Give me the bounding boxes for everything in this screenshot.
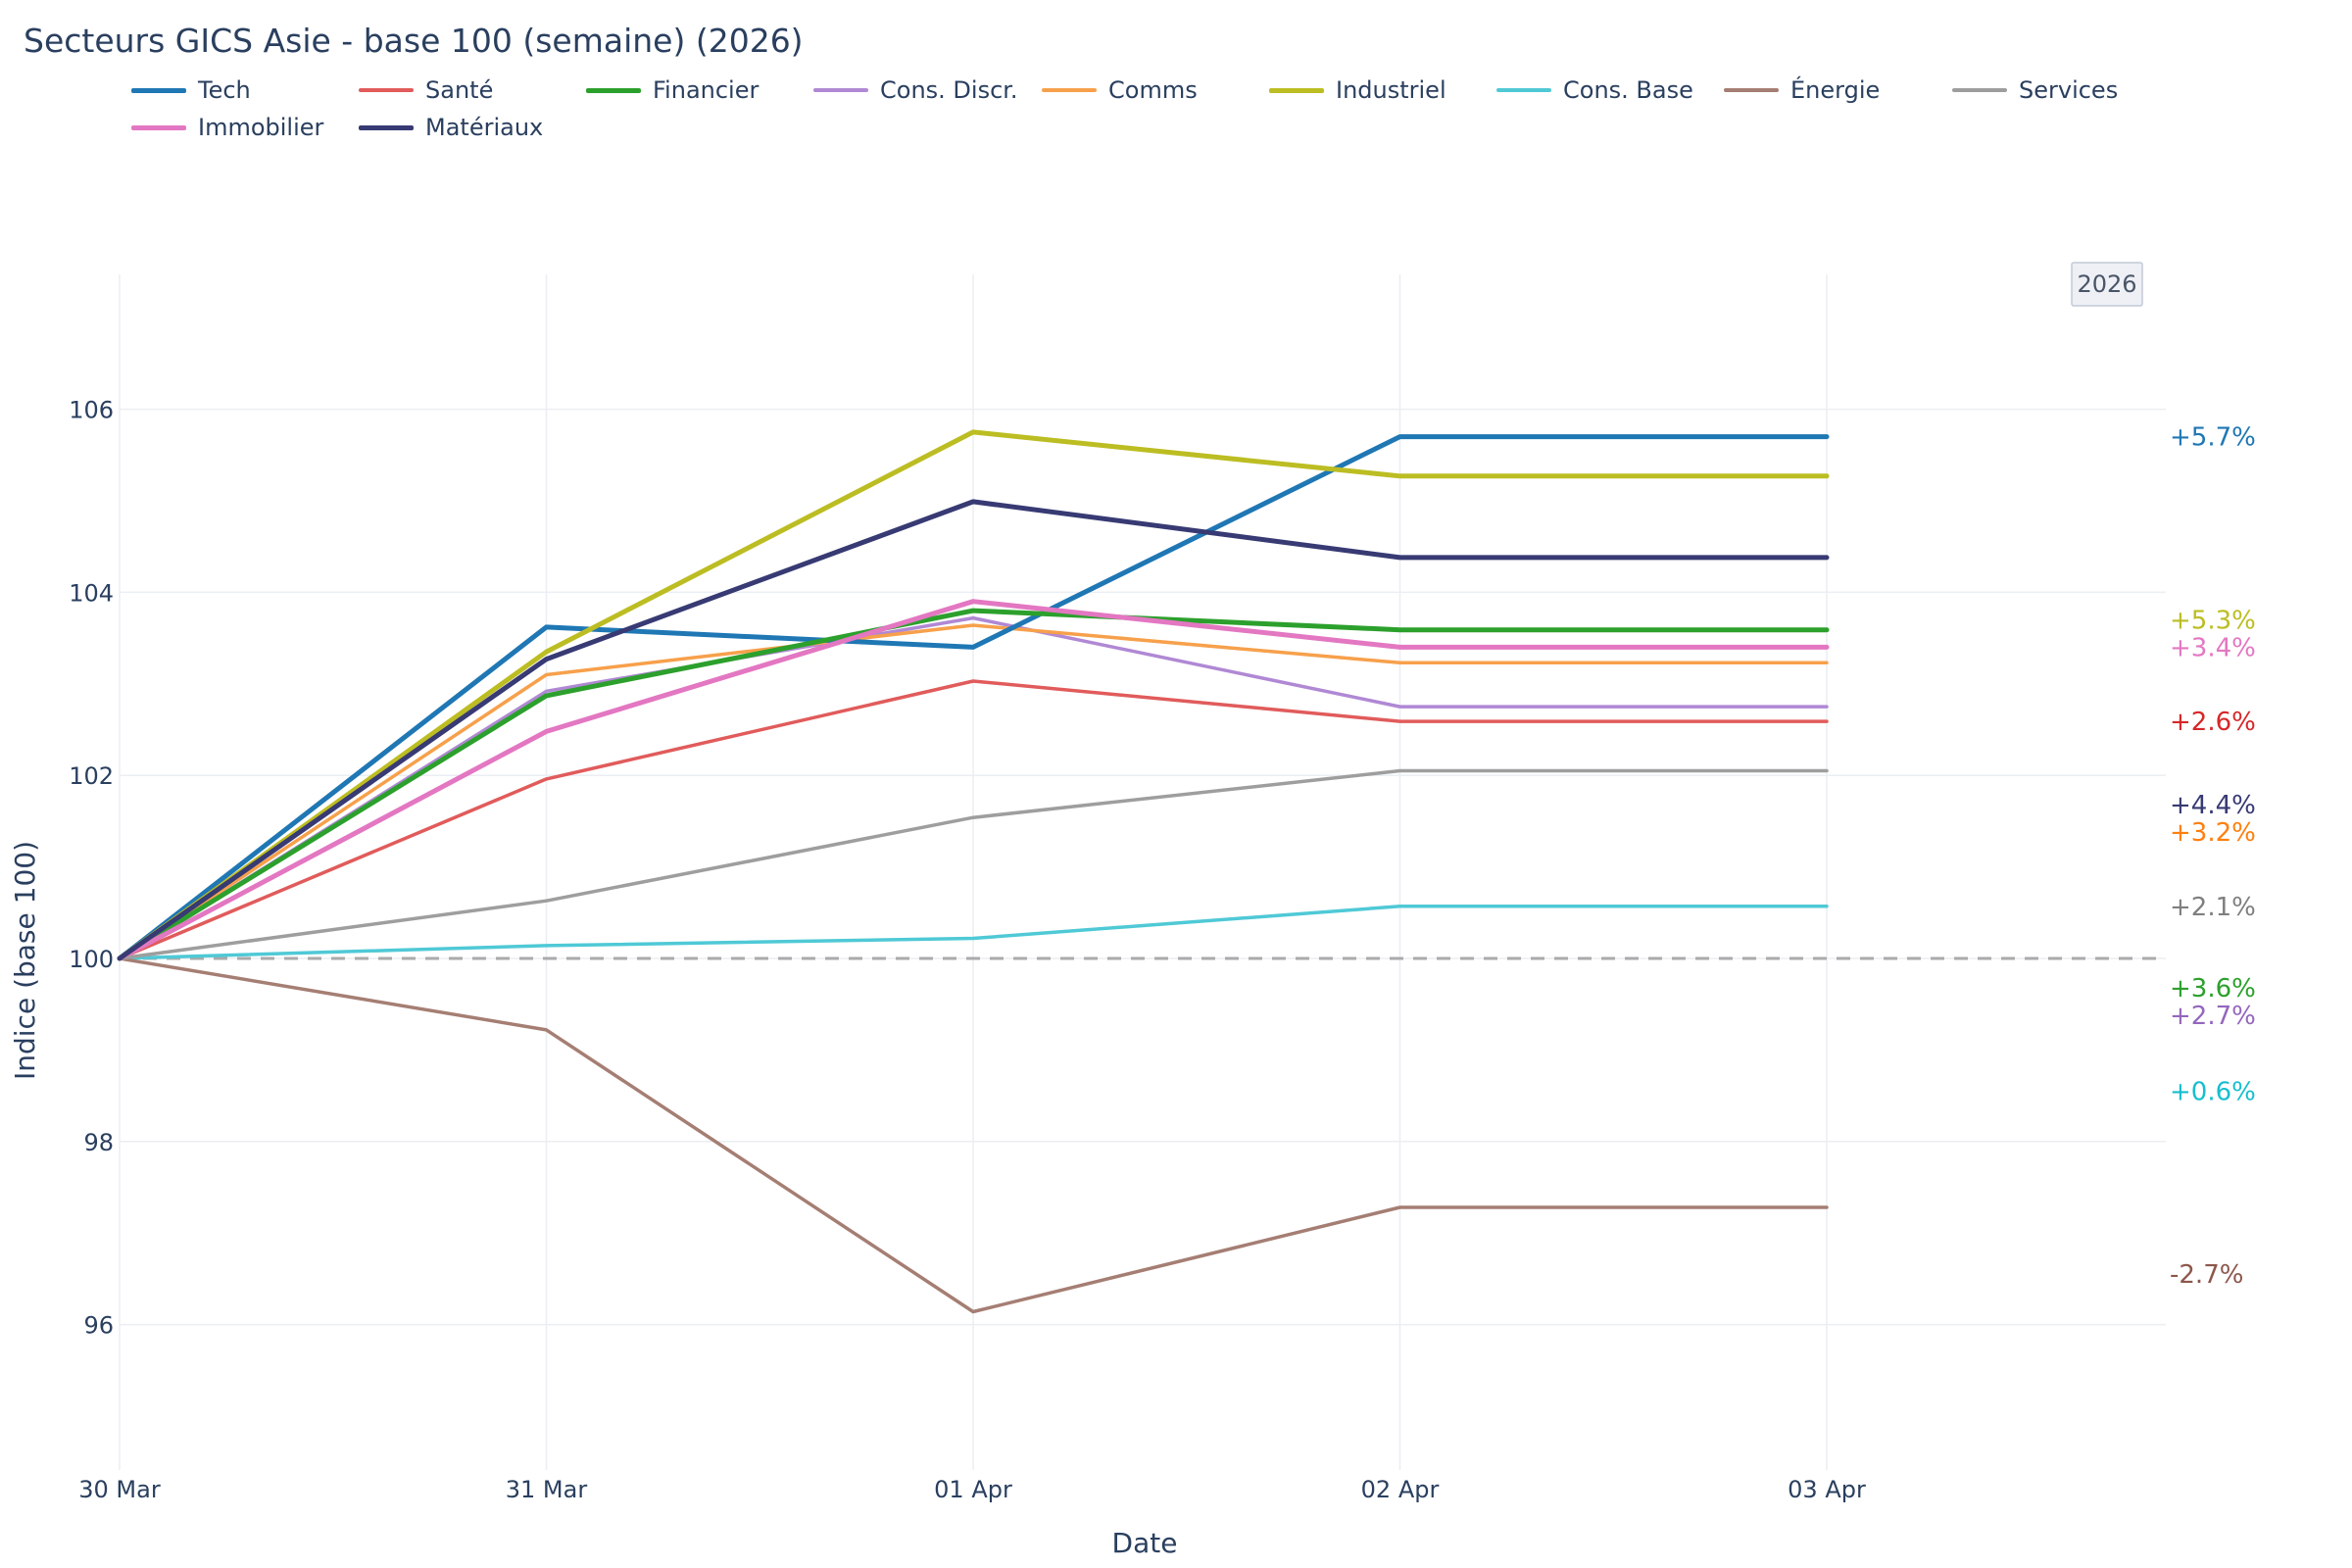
end-label-materiaux: +4.4% [2170, 791, 2256, 820]
end-label-services: +2.1% [2170, 893, 2256, 922]
legend-item-cons-discr[interactable]: Cons. Discr. [813, 73, 1018, 108]
end-label-comms: +3.2% [2170, 818, 2256, 848]
y-axis-title: Indice (base 100) [9, 841, 41, 1080]
legend-item-immobilier[interactable]: Immobilier [131, 110, 323, 145]
legend-swatch [359, 88, 414, 92]
chart-title: Secteurs GICS Asie - base 100 (semaine) … [24, 22, 804, 60]
legend-label: Industriel [1336, 76, 1446, 104]
legend-item-materiaux[interactable]: Matériaux [359, 110, 543, 145]
legend-swatch [1952, 88, 2007, 92]
legend-item-energie[interactable]: Énergie [1724, 73, 1880, 108]
year-badge: 2026 [2071, 262, 2143, 307]
y-tick-label: 106 [69, 397, 114, 424]
legend-label: Comms [1108, 76, 1198, 104]
x-tick-label: 01 Apr [934, 1476, 1012, 1503]
y-tick-label: 98 [83, 1129, 114, 1156]
x-axis-title: Date [1112, 1527, 1178, 1559]
legend-item-cons-base[interactable]: Cons. Base [1496, 73, 1693, 108]
legend-swatch [1496, 88, 1551, 92]
legend-item-comms[interactable]: Comms [1042, 73, 1198, 108]
series-lines [117, 429, 1830, 1314]
legend-item-services[interactable]: Services [1952, 73, 2118, 108]
series-line-materiaux [117, 499, 1830, 961]
end-label-immobilier: +3.4% [2170, 633, 2256, 662]
legend-label: Tech [198, 76, 251, 104]
legend-label: Immobilier [198, 114, 324, 141]
series-line-energie [118, 956, 1829, 1314]
end-label-cons-base: +0.6% [2170, 1077, 2256, 1106]
legend-label: Services [2019, 76, 2119, 104]
series-line-comms [118, 623, 1829, 960]
y-tick-label: 96 [83, 1312, 114, 1340]
legend-label: Énergie [1790, 76, 1881, 104]
series-line-financier [117, 608, 1830, 961]
end-label-tech: +5.7% [2170, 423, 2256, 453]
legend-swatch [813, 88, 868, 92]
x-tick-label: 31 Mar [506, 1476, 588, 1503]
legend-label: Financier [653, 76, 760, 104]
legend-item-sante[interactable]: Santé [359, 73, 493, 108]
legend-label: Santé [425, 76, 494, 104]
legend-swatch [1269, 87, 1324, 93]
end-label-cons-discr: +2.7% [2170, 1002, 2256, 1031]
y-axis-ticks: 96 98 100 102 104 106 [69, 397, 114, 1340]
x-tick-label: 03 Apr [1788, 1476, 1866, 1503]
series-line-cons-base [118, 905, 1829, 960]
x-tick-label: 30 Mar [78, 1476, 161, 1503]
legend-swatch [359, 124, 414, 130]
legend-item-industriel[interactable]: Industriel [1269, 73, 1446, 108]
legend-swatch [1042, 88, 1097, 92]
legend-swatch [131, 87, 186, 93]
y-tick-label: 100 [69, 946, 114, 973]
end-label-sante: +2.6% [2170, 708, 2256, 737]
legend-item-tech[interactable]: Tech [131, 73, 251, 108]
legend-item-financier[interactable]: Financier [586, 73, 759, 108]
y-tick-label: 104 [69, 579, 114, 607]
end-labels: +5.7% +2.6% +3.6%+2.7% +3.2% +5.3% +0.6% -2.7%… [2170, 423, 2256, 1291]
legend-label: Cons. Base [1563, 76, 1693, 104]
legend-label: Matériaux [425, 114, 544, 141]
legend-swatch [131, 124, 186, 130]
series-line-industriel [117, 429, 1830, 961]
series-line-tech [117, 434, 1830, 961]
series-line-cons-discr [118, 615, 1829, 960]
x-axis-ticks: 30 Mar 31 Mar 01 Apr 02 Apr 03 Apr [78, 1476, 1866, 1503]
legend-label: Cons. Discr. [880, 76, 1018, 104]
series-line-immobilier [117, 599, 1830, 961]
x-tick-label: 02 Apr [1361, 1476, 1440, 1503]
legend: Tech Santé Financier Cons. Discr. Comms Indus… [0, 0, 2352, 147]
end-label-industriel: +5.3% [2170, 606, 2256, 635]
y-tick-label: 102 [69, 762, 114, 790]
series-line-services [118, 768, 1829, 960]
end-label-financier: +3.6% [2170, 974, 2256, 1004]
end-label-energie: -2.7% [2170, 1260, 2243, 1290]
grid-lines [119, 274, 2166, 1470]
series-line-sante [118, 679, 1829, 960]
year-badge-label: 2026 [2077, 270, 2136, 298]
legend-swatch [586, 87, 641, 93]
legend-swatch [1724, 88, 1779, 92]
year-badge-box [2071, 262, 2143, 307]
